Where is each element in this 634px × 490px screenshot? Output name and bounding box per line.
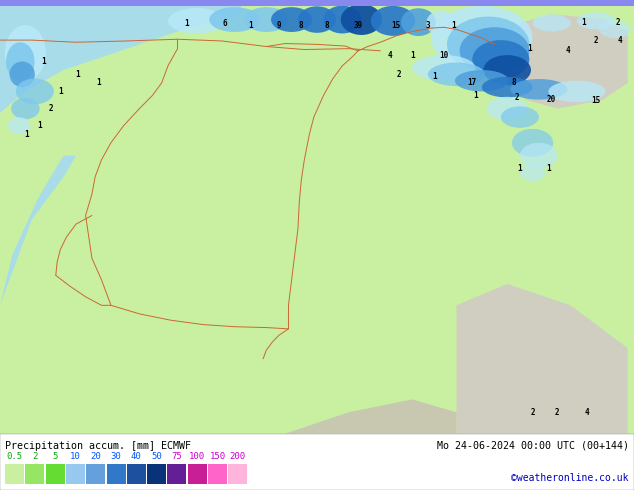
Ellipse shape — [323, 6, 361, 33]
Text: 1: 1 — [517, 164, 522, 173]
Ellipse shape — [371, 6, 415, 36]
Ellipse shape — [168, 8, 225, 34]
Ellipse shape — [431, 6, 533, 70]
Ellipse shape — [455, 70, 509, 92]
Text: 6: 6 — [223, 19, 228, 28]
Text: 1: 1 — [451, 21, 456, 29]
Text: 2: 2 — [616, 19, 621, 27]
Ellipse shape — [533, 14, 571, 31]
Text: 1: 1 — [527, 44, 532, 53]
Text: 10: 10 — [439, 50, 448, 60]
Polygon shape — [507, 14, 628, 109]
Ellipse shape — [520, 164, 545, 181]
Text: 1: 1 — [248, 21, 253, 29]
Text: 2: 2 — [554, 408, 559, 417]
Polygon shape — [0, 6, 241, 113]
Ellipse shape — [8, 117, 30, 134]
Ellipse shape — [484, 55, 531, 85]
Ellipse shape — [501, 106, 539, 128]
Ellipse shape — [426, 11, 455, 35]
Ellipse shape — [412, 55, 476, 81]
Text: 1: 1 — [432, 72, 437, 81]
Text: 15: 15 — [592, 97, 600, 105]
Ellipse shape — [599, 21, 631, 38]
Ellipse shape — [460, 27, 529, 74]
Text: 0.5: 0.5 — [6, 452, 23, 461]
Polygon shape — [456, 284, 628, 434]
Ellipse shape — [298, 6, 336, 33]
Text: 30: 30 — [111, 452, 121, 461]
Text: 2: 2 — [514, 94, 519, 102]
Ellipse shape — [4, 25, 46, 81]
Text: 1: 1 — [24, 130, 29, 139]
Text: 150: 150 — [209, 452, 226, 461]
Ellipse shape — [472, 40, 529, 78]
Text: 1: 1 — [581, 19, 586, 27]
Text: 9: 9 — [276, 21, 281, 29]
Text: 20: 20 — [91, 452, 101, 461]
Ellipse shape — [244, 7, 288, 32]
Text: 1: 1 — [410, 50, 415, 60]
Ellipse shape — [428, 63, 485, 86]
Ellipse shape — [10, 61, 35, 87]
Text: 15: 15 — [392, 21, 401, 29]
Text: 5: 5 — [53, 452, 58, 461]
Text: 2: 2 — [397, 70, 402, 79]
Text: 200: 200 — [230, 452, 246, 461]
Ellipse shape — [209, 7, 260, 32]
Text: 2: 2 — [32, 452, 37, 461]
Text: Mo 24-06-2024 00:00 UTC (00+144): Mo 24-06-2024 00:00 UTC (00+144) — [437, 441, 629, 451]
Ellipse shape — [447, 17, 529, 72]
Ellipse shape — [6, 42, 34, 81]
Ellipse shape — [548, 81, 605, 102]
Ellipse shape — [271, 7, 312, 32]
Ellipse shape — [487, 97, 528, 121]
Ellipse shape — [16, 78, 54, 104]
Text: 1: 1 — [546, 164, 551, 173]
Text: 10: 10 — [70, 452, 81, 461]
Text: 1: 1 — [41, 57, 46, 66]
Text: 8: 8 — [511, 78, 516, 87]
Text: 4: 4 — [565, 46, 570, 55]
Ellipse shape — [512, 129, 553, 157]
Ellipse shape — [510, 79, 567, 99]
Text: 1: 1 — [473, 91, 478, 100]
Text: 8: 8 — [324, 21, 329, 29]
Text: Precipitation accum. [mm] ECMWF: Precipitation accum. [mm] ECMWF — [5, 441, 191, 451]
Text: 17: 17 — [468, 78, 477, 87]
Text: ©weatheronline.co.uk: ©weatheronline.co.uk — [512, 473, 629, 483]
Polygon shape — [0, 156, 76, 305]
Text: 2: 2 — [48, 104, 53, 113]
Text: 40: 40 — [131, 452, 141, 461]
Text: 3: 3 — [425, 21, 430, 29]
Text: 4: 4 — [584, 408, 589, 417]
Text: 1: 1 — [37, 121, 42, 130]
Text: 1: 1 — [96, 78, 101, 87]
Text: 4: 4 — [618, 36, 623, 45]
Text: 100: 100 — [189, 452, 205, 461]
Text: 4: 4 — [387, 50, 392, 60]
Ellipse shape — [11, 98, 39, 119]
Text: 1: 1 — [58, 87, 63, 96]
Text: 39: 39 — [354, 21, 363, 29]
Ellipse shape — [577, 12, 615, 29]
Polygon shape — [285, 399, 456, 434]
Text: 8: 8 — [299, 21, 304, 29]
Text: 20: 20 — [547, 96, 556, 104]
Text: 50: 50 — [152, 452, 162, 461]
Text: 1: 1 — [184, 19, 190, 28]
Text: 1: 1 — [75, 70, 80, 79]
Ellipse shape — [341, 4, 382, 35]
Text: 2: 2 — [530, 408, 535, 417]
Ellipse shape — [401, 8, 436, 36]
Ellipse shape — [482, 77, 533, 98]
Ellipse shape — [520, 143, 558, 169]
Text: 75: 75 — [172, 452, 182, 461]
Text: 2: 2 — [593, 36, 598, 45]
